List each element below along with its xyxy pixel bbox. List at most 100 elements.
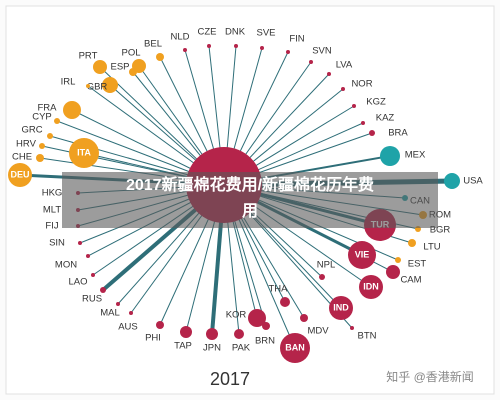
node-label: IRL	[61, 77, 76, 88]
node-label: ESP	[110, 62, 129, 73]
node-label: LTU	[423, 242, 440, 253]
node-label: GRC	[21, 125, 42, 136]
node-label: ROM	[429, 210, 451, 221]
node	[116, 302, 120, 306]
node-label: CAM	[400, 275, 421, 286]
node	[329, 296, 353, 320]
node	[280, 333, 310, 363]
node-label: BGR	[430, 225, 451, 236]
node-label: USA	[463, 176, 483, 187]
node-label: IDN	[363, 281, 379, 291]
caption-line2: 用	[242, 202, 258, 220]
node	[369, 130, 375, 136]
node	[309, 60, 313, 64]
node-label: DNK	[225, 27, 246, 38]
node-label: GBR	[87, 82, 108, 93]
node-label: LVA	[336, 60, 353, 71]
node	[93, 60, 107, 74]
node	[361, 121, 365, 125]
node-label: ITA	[77, 147, 91, 157]
node-label: PHI	[145, 333, 161, 344]
node-label: JPN	[203, 343, 221, 354]
node	[100, 287, 106, 293]
node-label: NOR	[351, 79, 372, 90]
node	[156, 53, 164, 61]
node	[280, 297, 290, 307]
caption-band	[62, 172, 438, 228]
node	[380, 146, 400, 166]
node	[129, 68, 137, 76]
watermark: 知乎 @香港新闻	[386, 369, 474, 384]
node	[78, 241, 82, 245]
node-label: HRV	[16, 139, 37, 150]
node	[248, 309, 266, 327]
node	[300, 314, 308, 322]
node-label: HKG	[42, 188, 63, 199]
node-label: MAL	[100, 308, 120, 319]
node-label: KGZ	[366, 97, 386, 108]
node-label: EST	[408, 259, 427, 270]
node	[54, 118, 60, 124]
node-label: LAO	[68, 277, 87, 288]
node-label: CYP	[32, 112, 52, 123]
node	[348, 241, 376, 269]
node-label: PAK	[232, 343, 251, 354]
node-label: BRA	[388, 128, 408, 139]
node	[352, 104, 356, 108]
node-label: NPL	[317, 260, 335, 271]
node-label: VIE	[355, 249, 370, 259]
caption-line1: 2017新疆棉花费用/新疆棉花历年费	[126, 175, 374, 194]
node-label: FRA	[38, 103, 58, 114]
node-label: MEX	[405, 150, 426, 161]
node	[180, 326, 192, 338]
node-label: AUS	[118, 322, 138, 333]
node-label: BRN	[255, 336, 275, 347]
node	[359, 275, 383, 299]
node-label: FIN	[289, 34, 304, 45]
node	[341, 87, 345, 91]
node-label: POL	[121, 48, 140, 59]
node	[444, 173, 460, 189]
node	[395, 257, 401, 263]
node	[156, 321, 164, 329]
node	[86, 84, 90, 88]
node-label: DEU	[10, 169, 29, 179]
node	[69, 138, 99, 168]
node-label: CZE	[198, 27, 217, 38]
node	[350, 326, 354, 330]
node	[183, 48, 187, 52]
node-label: KAZ	[376, 113, 395, 124]
year: 2017	[210, 369, 250, 389]
node	[408, 239, 416, 247]
node	[91, 273, 95, 277]
node-label: TAP	[174, 341, 192, 352]
node	[63, 101, 81, 119]
node	[206, 328, 218, 340]
node	[386, 265, 400, 279]
node-label: SVN	[312, 46, 332, 57]
node	[262, 322, 270, 330]
node-label: BTN	[358, 331, 377, 342]
node-label: NLD	[170, 32, 189, 43]
node-label: KOR	[226, 310, 247, 321]
node-label: MON	[55, 260, 77, 271]
node	[234, 329, 244, 339]
node	[102, 77, 118, 93]
node-label: MDV	[307, 326, 329, 337]
node-label: BAN	[285, 342, 305, 352]
node	[47, 133, 53, 139]
node	[129, 311, 133, 315]
node-label: BEL	[144, 39, 162, 50]
node	[234, 44, 238, 48]
node-label: IND	[333, 302, 349, 312]
node-label: THA	[269, 284, 289, 295]
node	[8, 163, 32, 187]
node-label: FIJ	[45, 221, 58, 232]
node-label: MLT	[43, 205, 61, 216]
node	[286, 50, 290, 54]
node	[260, 46, 264, 50]
node	[39, 143, 45, 149]
node	[36, 154, 44, 162]
node-label: RUS	[82, 294, 102, 305]
node-label: SVE	[256, 28, 275, 39]
